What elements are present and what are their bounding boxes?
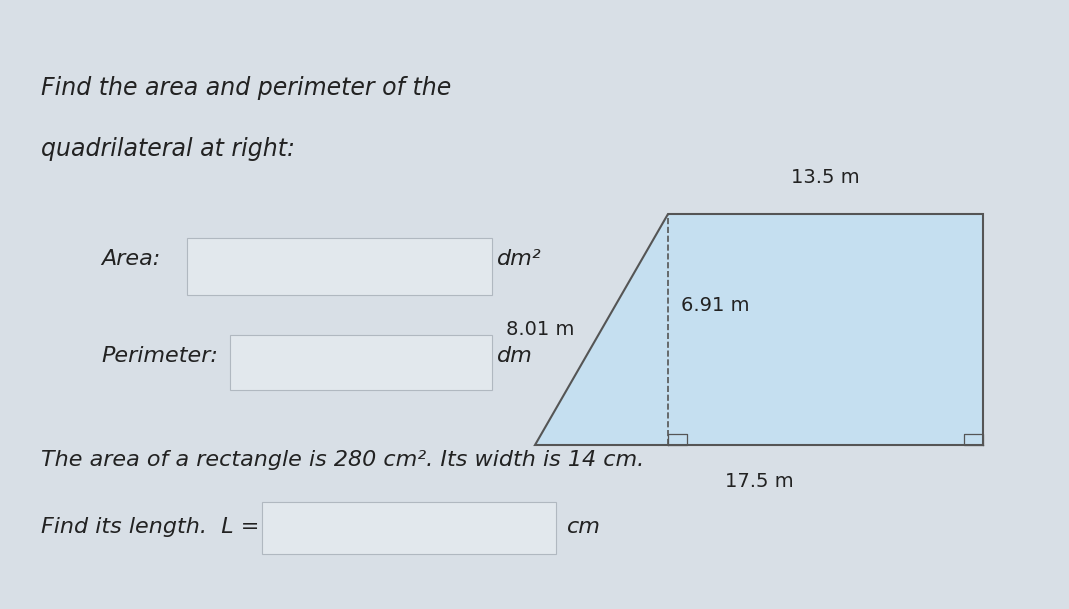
Text: 17.5 m: 17.5 m (725, 472, 793, 491)
Text: quadrilateral at right:: quadrilateral at right: (41, 137, 295, 161)
Text: Area:: Area: (102, 249, 160, 269)
FancyBboxPatch shape (230, 335, 492, 390)
Text: cm: cm (567, 517, 601, 537)
Text: dm²: dm² (497, 249, 542, 269)
Text: Find its length.  L =: Find its length. L = (41, 517, 259, 537)
Polygon shape (534, 214, 983, 445)
Text: 8.01 m: 8.01 m (507, 320, 575, 339)
Text: Find the area and perimeter of the: Find the area and perimeter of the (41, 76, 451, 100)
FancyBboxPatch shape (187, 238, 492, 295)
FancyBboxPatch shape (262, 502, 556, 554)
Text: dm: dm (497, 347, 532, 366)
Text: Perimeter:: Perimeter: (102, 347, 218, 366)
Text: The area of a rectangle is 280 cm². Its width is 14 cm.: The area of a rectangle is 280 cm². Its … (41, 450, 644, 470)
Text: 6.91 m: 6.91 m (681, 295, 749, 315)
Text: 13.5 m: 13.5 m (791, 168, 861, 187)
